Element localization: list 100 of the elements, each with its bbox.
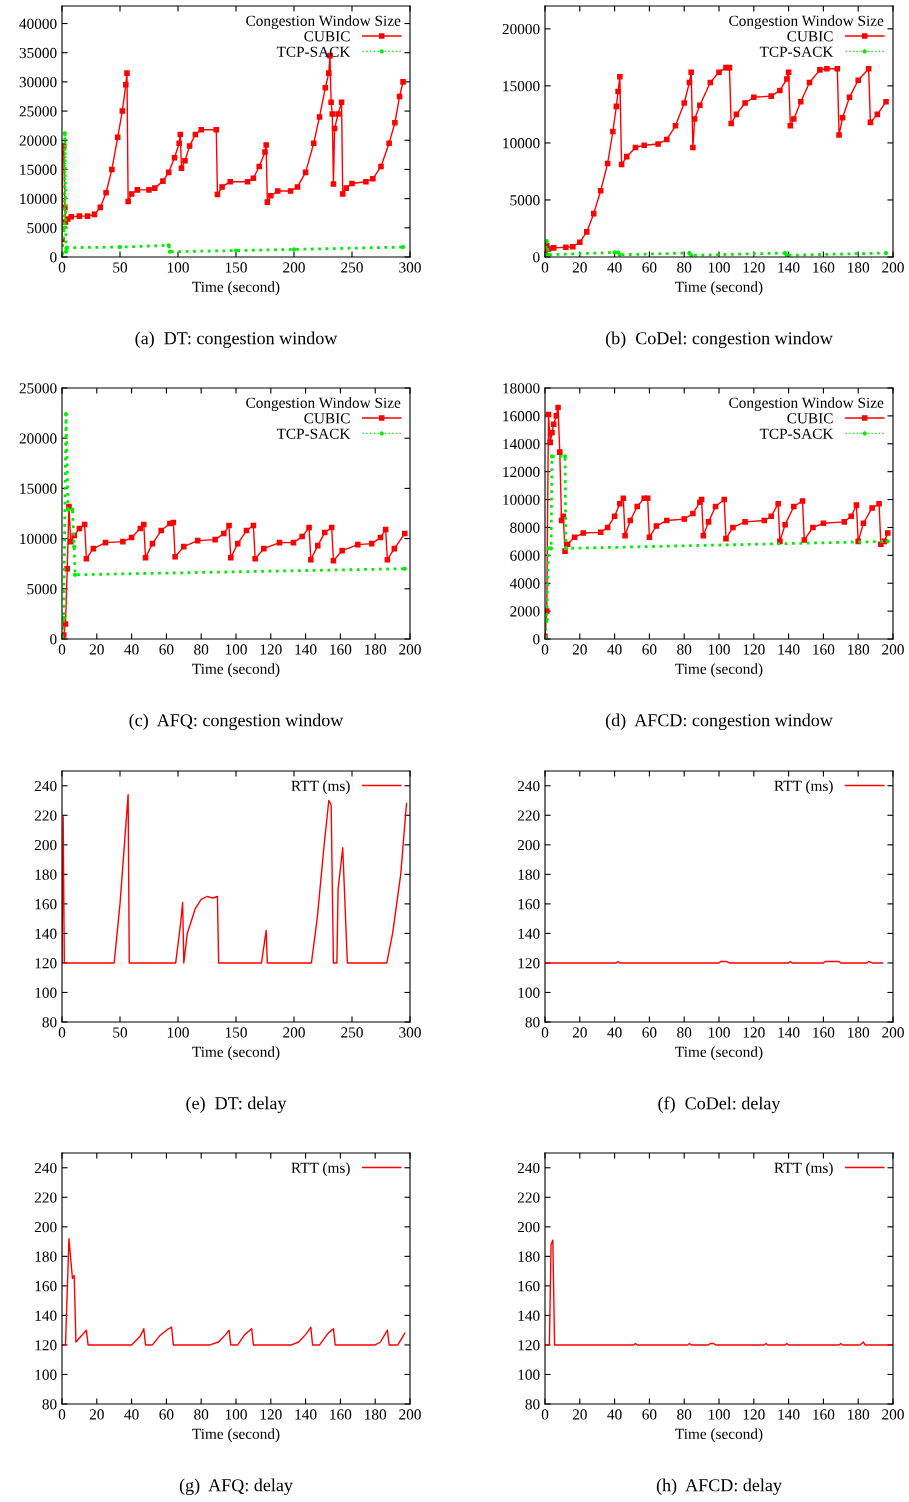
y-tick-label: 160 bbox=[518, 1281, 540, 1292]
y-tick-label: 220 bbox=[34, 1192, 57, 1203]
x-tick-label: 0 bbox=[58, 1027, 66, 1038]
x-tick-label: 0 bbox=[58, 1409, 66, 1420]
x-tick-label: 40 bbox=[607, 1027, 622, 1038]
x-tick-label: 100 bbox=[167, 262, 189, 273]
x-tick-label: 100 bbox=[708, 262, 730, 273]
text: (d) AFCD: congestion window bbox=[605, 713, 833, 731]
x-tick-label: 140 bbox=[778, 644, 800, 655]
x-tick-label: 80 bbox=[677, 262, 692, 273]
legend-label: TCP-SACK bbox=[276, 46, 351, 57]
y-tick-label: 100 bbox=[35, 987, 57, 998]
x-tick-label: 180 bbox=[365, 1409, 387, 1420]
y-tick-label: 20000 bbox=[19, 433, 57, 444]
y-tick-label: 120 bbox=[35, 958, 57, 969]
x-tick-label: 40 bbox=[124, 644, 139, 655]
y-tick-label: 20000 bbox=[19, 135, 57, 146]
y-tick-label: 0 bbox=[533, 252, 540, 263]
text: (b) CoDel: congestion window bbox=[605, 331, 833, 349]
x-tick-label: 20 bbox=[572, 1027, 587, 1038]
y-tick-label: 140 bbox=[35, 1310, 57, 1321]
y-tick-label: 220 bbox=[34, 810, 57, 821]
x-tick-label: 200 bbox=[399, 1409, 421, 1420]
y-tick-label: 25000 bbox=[19, 383, 57, 394]
legend-label: RTT (ms) bbox=[774, 780, 833, 795]
y-tick-label: 0 bbox=[533, 634, 540, 645]
x-tick-label: 180 bbox=[848, 644, 870, 655]
y-tick-label: 240 bbox=[517, 1162, 540, 1174]
x-tick-label: 160 bbox=[330, 644, 352, 655]
x-tick-label: 160 bbox=[813, 644, 835, 655]
x-tick-label: 250 bbox=[341, 262, 363, 273]
x-tick-label: 80 bbox=[677, 644, 692, 655]
y-tick-label: 160 bbox=[35, 899, 57, 910]
y-tick-label: 120 bbox=[518, 958, 540, 969]
x-tick-label: 60 bbox=[642, 644, 657, 655]
x-tick-label: 180 bbox=[848, 1027, 870, 1038]
x-tick-label: 20 bbox=[89, 1409, 104, 1420]
y-tick-label: 140 bbox=[518, 928, 540, 939]
x-axis-title: Time (second) bbox=[192, 663, 280, 678]
y-tick-label: 100 bbox=[35, 1369, 57, 1380]
y-tick-label: 120 bbox=[518, 1340, 540, 1351]
y-tick-label: 180 bbox=[518, 869, 540, 880]
y-tick-label: 240 bbox=[517, 780, 540, 792]
legend-label: TCP-SACK bbox=[759, 428, 834, 439]
legend-label: CUBIC bbox=[787, 413, 833, 424]
legend-title: Congestion Window Size bbox=[246, 15, 401, 30]
x-tick-label: 100 bbox=[167, 1027, 189, 1038]
x-tick-label: 200 bbox=[283, 1027, 305, 1038]
x-tick-label: 140 bbox=[778, 1409, 800, 1420]
x-axis-title: Time (second) bbox=[675, 1046, 763, 1061]
legend-label: CUBIC bbox=[787, 31, 833, 42]
x-tick-label: 200 bbox=[399, 644, 421, 655]
legend-label: RTT (ms) bbox=[774, 1162, 833, 1177]
x-tick-label: 120 bbox=[743, 1027, 765, 1038]
x-tick-label: 20 bbox=[572, 644, 587, 655]
x-axis-title: Time (second) bbox=[192, 1428, 280, 1443]
text: (g) AFQ: delay bbox=[179, 1478, 293, 1496]
y-tick-label: 16000 bbox=[503, 411, 540, 422]
x-tick-label: 140 bbox=[778, 262, 800, 273]
y-tick-label: 10000 bbox=[20, 193, 57, 205]
x-tick-label: 100 bbox=[708, 1409, 730, 1420]
y-tick-label: 0 bbox=[50, 252, 57, 263]
y-tick-label: 100 bbox=[518, 987, 540, 998]
y-tick-label: 14000 bbox=[503, 438, 540, 450]
x-tick-label: 100 bbox=[708, 644, 730, 655]
legend-label: TCP-SACK bbox=[276, 428, 351, 439]
text: (c) AFQ: congestion window bbox=[129, 713, 344, 731]
y-tick-label: 100 bbox=[518, 1369, 540, 1380]
x-tick-label: 250 bbox=[341, 1027, 363, 1038]
y-tick-label: 160 bbox=[35, 1281, 57, 1292]
x-tick-label: 100 bbox=[225, 1409, 247, 1420]
x-tick-label: 200 bbox=[882, 262, 904, 273]
x-tick-label: 180 bbox=[848, 1409, 870, 1420]
x-tick-label: 60 bbox=[159, 1409, 174, 1420]
y-tick-label: 15000 bbox=[503, 81, 540, 92]
x-axis-title: Time (second) bbox=[192, 1046, 280, 1061]
x-tick-label: 40 bbox=[607, 262, 622, 273]
y-tick-label: 200 bbox=[517, 839, 540, 851]
x-tick-label: 300 bbox=[399, 1027, 421, 1038]
x-tick-label: 160 bbox=[813, 1409, 835, 1420]
x-axis-title: Time (second) bbox=[192, 281, 280, 296]
x-tick-label: 0 bbox=[541, 262, 549, 273]
y-tick-label: 2000 bbox=[510, 606, 540, 617]
y-tick-label: 25000 bbox=[19, 106, 57, 117]
y-tick-label: 5000 bbox=[27, 222, 57, 234]
y-tick-label: 80 bbox=[525, 1017, 540, 1028]
y-tick-label: 10000 bbox=[20, 533, 57, 545]
x-tick-label: 120 bbox=[743, 644, 765, 655]
x-tick-label: 0 bbox=[541, 644, 549, 655]
x-tick-label: 40 bbox=[124, 1409, 139, 1420]
x-axis-title: Time (second) bbox=[675, 663, 763, 678]
x-tick-label: 160 bbox=[813, 262, 835, 273]
x-tick-label: 120 bbox=[743, 1409, 765, 1420]
x-tick-label: 80 bbox=[194, 1409, 209, 1420]
x-tick-label: 160 bbox=[813, 1027, 835, 1038]
y-tick-label: 35000 bbox=[19, 47, 57, 59]
text: (e) DT: delay bbox=[186, 1096, 287, 1114]
x-tick-label: 100 bbox=[708, 1027, 730, 1038]
x-axis-title: Time (second) bbox=[675, 281, 763, 296]
y-tick-label: 180 bbox=[35, 869, 57, 880]
